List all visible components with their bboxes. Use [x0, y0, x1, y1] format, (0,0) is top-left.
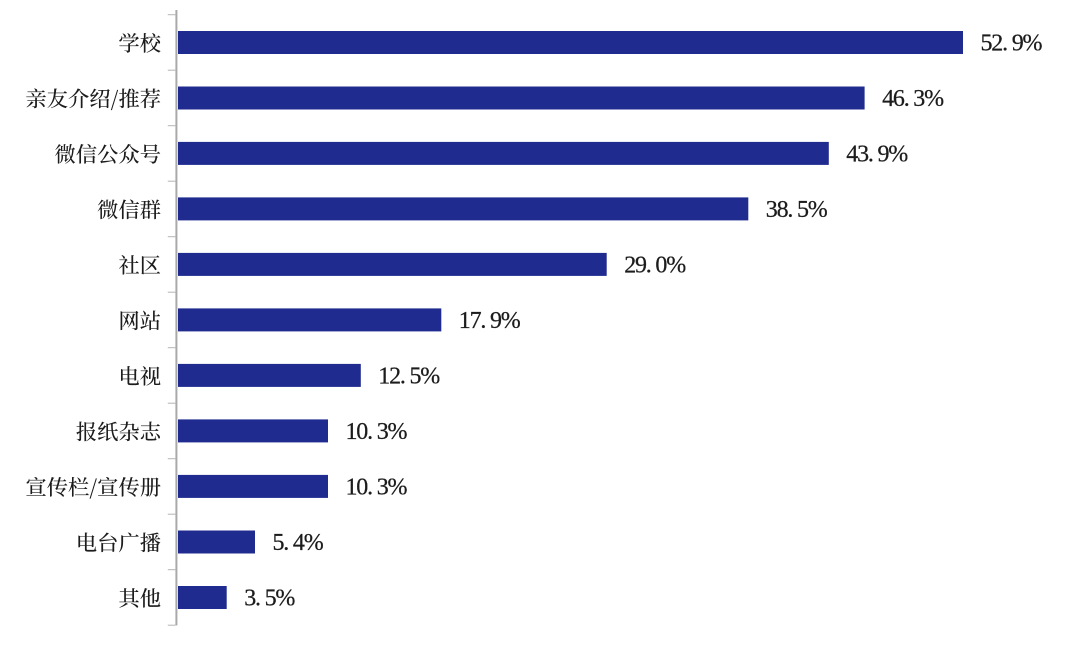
svg-text:43. 9%: 43. 9% — [846, 141, 908, 167]
svg-text:46. 3%: 46. 3% — [882, 86, 944, 112]
svg-text:5. 4%: 5. 4% — [273, 530, 324, 556]
svg-text:38. 5%: 38. 5% — [766, 197, 828, 223]
svg-text:10. 3%: 10. 3% — [346, 474, 408, 500]
svg-text:17. 9%: 17. 9% — [459, 308, 521, 334]
svg-text:10. 3%: 10. 3% — [346, 419, 408, 445]
svg-text:52. 9%: 52. 9% — [981, 31, 1043, 57]
svg-text:3. 5%: 3. 5% — [244, 586, 295, 612]
svg-text:12. 5%: 12. 5% — [378, 363, 440, 389]
svg-text:29. 0%: 29. 0% — [624, 252, 686, 278]
